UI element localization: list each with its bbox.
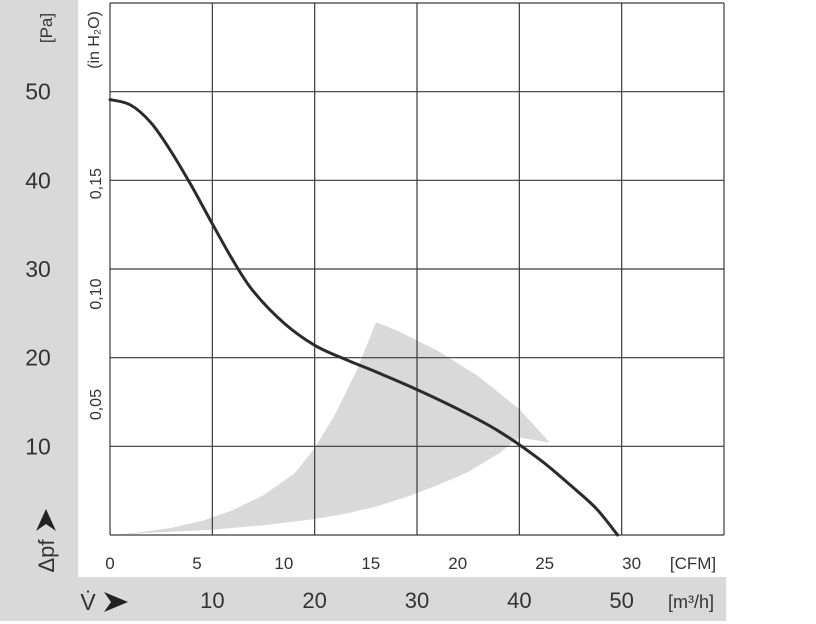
- grid-lines: [109, 2, 725, 536]
- cfm-tick-label: 15: [361, 554, 380, 573]
- pa-tick-label: 10: [25, 433, 51, 459]
- cfm-tick-label: 0: [105, 554, 114, 573]
- tick-labels: 50 40 30 20 10 0,15 0,10 0,05 0 5 10 15 20 25 30 10 20 30…: [25, 79, 641, 613]
- bottom-axis-band: [0, 577, 726, 621]
- y-axis-unit-pa: [Pa]: [37, 13, 56, 43]
- pa-tick-label: 20: [25, 345, 51, 371]
- y-axis-arrow-icon: [36, 509, 56, 531]
- axis-labels: [Pa] (in H₂O) Δpf V̇ [m³/h] [CFM]: [34, 11, 716, 615]
- pa-tick-label: 30: [25, 256, 51, 282]
- m3h-tick-label: 20: [302, 588, 326, 613]
- m3h-tick-label: 50: [609, 588, 633, 613]
- cfm-tick-label: 10: [274, 554, 293, 573]
- m3h-tick-label: 40: [507, 588, 531, 613]
- x-axis-unit-m3h: [m³/h]: [668, 592, 714, 612]
- operating-range-region: [110, 322, 550, 535]
- cfm-tick-label: 25: [535, 554, 554, 573]
- x-axis-unit-cfm: [CFM]: [670, 554, 716, 573]
- cfm-tick-label: 20: [448, 554, 467, 573]
- left-axis-band: [0, 0, 78, 583]
- x-axis-arrow-icon: [104, 592, 128, 612]
- m3h-tick-label: 10: [200, 588, 224, 613]
- inh2o-tick-label: 0,15: [88, 168, 105, 199]
- y-axis-unit-inh2o: (in H₂O): [86, 11, 103, 69]
- inh2o-tick-label: 0,10: [88, 278, 105, 309]
- inh2o-tick-label: 0,05: [88, 389, 105, 420]
- pa-tick-label: 50: [25, 79, 51, 105]
- pa-tick-label: 40: [25, 167, 51, 193]
- cfm-tick-label: 5: [192, 554, 201, 573]
- x-axis-symbol: V̇: [80, 589, 96, 615]
- cfm-tick-label: 30: [622, 554, 641, 573]
- pressure-flow-curve: [108, 98, 620, 537]
- m3h-tick-label: 30: [405, 588, 429, 613]
- y-axis-symbol: Δpf: [34, 539, 59, 573]
